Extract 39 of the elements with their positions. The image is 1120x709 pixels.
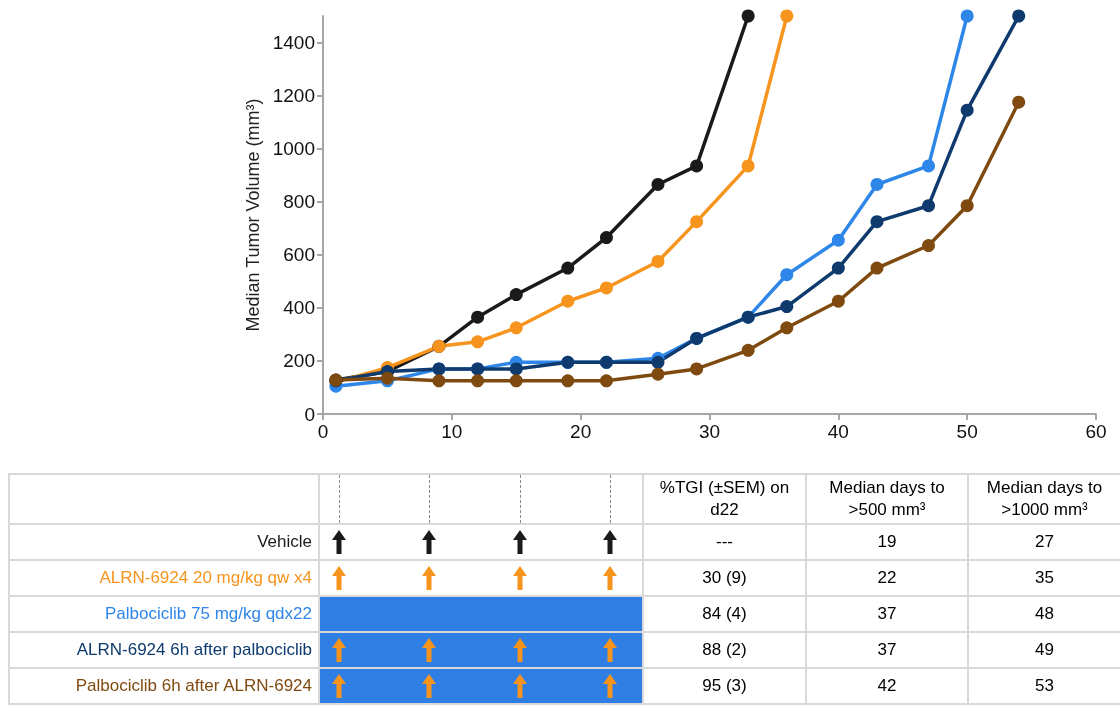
text: 42 (877, 676, 897, 695)
y-axis-title: Median Tumor Volume (mm³) (242, 98, 263, 332)
text: 30 (9) (702, 568, 747, 587)
x-tick-label: 60 (1085, 421, 1107, 442)
text: 22 (877, 568, 897, 587)
y-tick-label: 800 (283, 191, 315, 213)
text: Palbociclib 6h after ALRN-6924 (75, 676, 312, 695)
text: 88 (2) (702, 640, 747, 659)
text: Palbociclib 75 mg/kg qdx22 (105, 604, 312, 623)
text: --- (716, 532, 733, 551)
x-tick-label: 50 (956, 421, 978, 442)
y-tick-label: 1000 (272, 138, 315, 160)
category-label: %TGI (±SEM) on d22 (643, 474, 806, 524)
text: 27 (1035, 532, 1054, 551)
x-tick-label: 0 (317, 421, 329, 442)
text: 37 (877, 604, 897, 623)
category-label: Median days to >1000 mm³ (968, 474, 1120, 524)
text: 84 (4) (702, 604, 747, 623)
y-tick-label: 600 (283, 244, 315, 266)
y-tick-label: 400 (283, 297, 315, 319)
y-tick-label: 0 (304, 403, 315, 425)
y-tick-label: 1200 (272, 85, 315, 107)
text: ALRN-6924 6h after palbociclib (76, 640, 312, 659)
text: 53 (1035, 676, 1054, 695)
text: 19 (877, 532, 897, 551)
x-tick-label: 40 (827, 421, 849, 442)
text: ALRN-6924 20 mg/kg qw x4 (99, 568, 312, 587)
x-tick-label: 20 (570, 421, 592, 442)
x-tick-label: 30 (698, 421, 721, 442)
y-tick-label: 200 (283, 350, 315, 372)
y-tick-label: 1400 (272, 32, 315, 54)
x-tick-label: 10 (441, 421, 463, 442)
text: 35 (1035, 568, 1054, 587)
text: 95 (3) (702, 676, 747, 695)
text: Vehicle (257, 532, 312, 551)
category-label: Median days to >500 mm³ (806, 474, 968, 524)
text: 49 (1035, 640, 1054, 659)
text: 37 (877, 640, 897, 659)
text: 48 (1035, 604, 1054, 623)
